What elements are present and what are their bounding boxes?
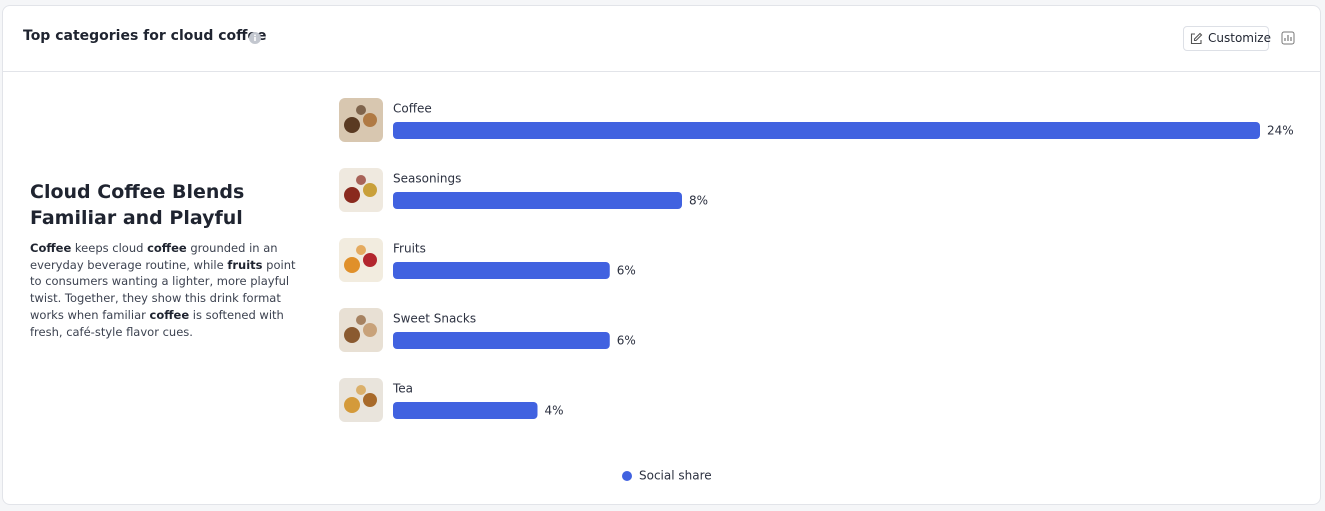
- text: keeps cloud: [71, 241, 148, 255]
- value-label: 8%: [689, 194, 708, 208]
- thumbnail-item: [356, 315, 366, 325]
- thumbnail-item: [344, 327, 360, 343]
- category-thumbnail: [339, 378, 383, 422]
- bar: [393, 262, 610, 279]
- category-label: Coffee: [393, 102, 432, 116]
- card-header: Top categories for cloud coffee Customiz…: [3, 6, 1320, 72]
- value-label: 6%: [617, 334, 636, 348]
- customize-label: Customize: [1208, 31, 1271, 45]
- edit-icon: [1190, 32, 1203, 45]
- thumbnail-item: [356, 385, 366, 395]
- insight-body: Coffee keeps cloud coffee grounded in an…: [30, 240, 302, 340]
- thumbnail-item: [356, 245, 366, 255]
- bold-text: Coffee: [30, 241, 72, 255]
- thumbnail-item: [344, 257, 360, 273]
- text: is softened with fresh, café-style flavo…: [30, 307, 284, 339]
- bold-text: fruits: [227, 257, 263, 272]
- category-thumbnail: [339, 168, 383, 212]
- bar: [393, 122, 1260, 139]
- customize-button[interactable]: Customize: [1183, 26, 1271, 51]
- thumbnail-item: [344, 187, 360, 203]
- legend-marker: [622, 471, 632, 481]
- bold-text: coffee: [147, 241, 187, 255]
- card-title: Top categories for cloud coffee: [23, 28, 267, 44]
- thumbnail-item: [344, 397, 360, 413]
- thumbnail-item: [356, 175, 366, 185]
- category-label: Fruits: [393, 242, 426, 256]
- bold-text: coffee: [149, 307, 190, 322]
- text: point to consumers wanting a lighter, mo…: [30, 257, 296, 322]
- value-label: 4%: [545, 404, 564, 418]
- value-label: 24%: [1267, 124, 1294, 138]
- thumbnail-item: [363, 113, 377, 127]
- card: Top categories for cloud coffee Customiz…: [2, 5, 1321, 505]
- thumbnail-item: [363, 253, 377, 267]
- legend-label: Social share: [639, 469, 712, 483]
- category-label: Sweet Snacks: [393, 312, 476, 326]
- bar: [393, 402, 538, 419]
- thumbnail-item: [363, 183, 377, 197]
- thumbnail-item: [363, 393, 377, 407]
- category-thumbnail: [339, 308, 383, 352]
- category-label: Tea: [392, 382, 413, 396]
- bar: [393, 192, 682, 209]
- value-label: 6%: [617, 264, 636, 278]
- thumbnail-item: [356, 105, 366, 115]
- thumbnail-item: [344, 117, 360, 133]
- chart-type-icon[interactable]: [1281, 31, 1295, 45]
- category-thumbnail: [339, 238, 383, 282]
- bar: [393, 332, 610, 349]
- category-label: Seasonings: [393, 172, 461, 186]
- insight-heading: Cloud Coffee Blends Familiar and Playful: [30, 181, 245, 229]
- info-icon[interactable]: [249, 32, 261, 44]
- text: grounded in an everyday beverage routine…: [30, 241, 278, 272]
- thumbnail-item: [363, 323, 377, 337]
- category-thumbnail: [339, 98, 383, 142]
